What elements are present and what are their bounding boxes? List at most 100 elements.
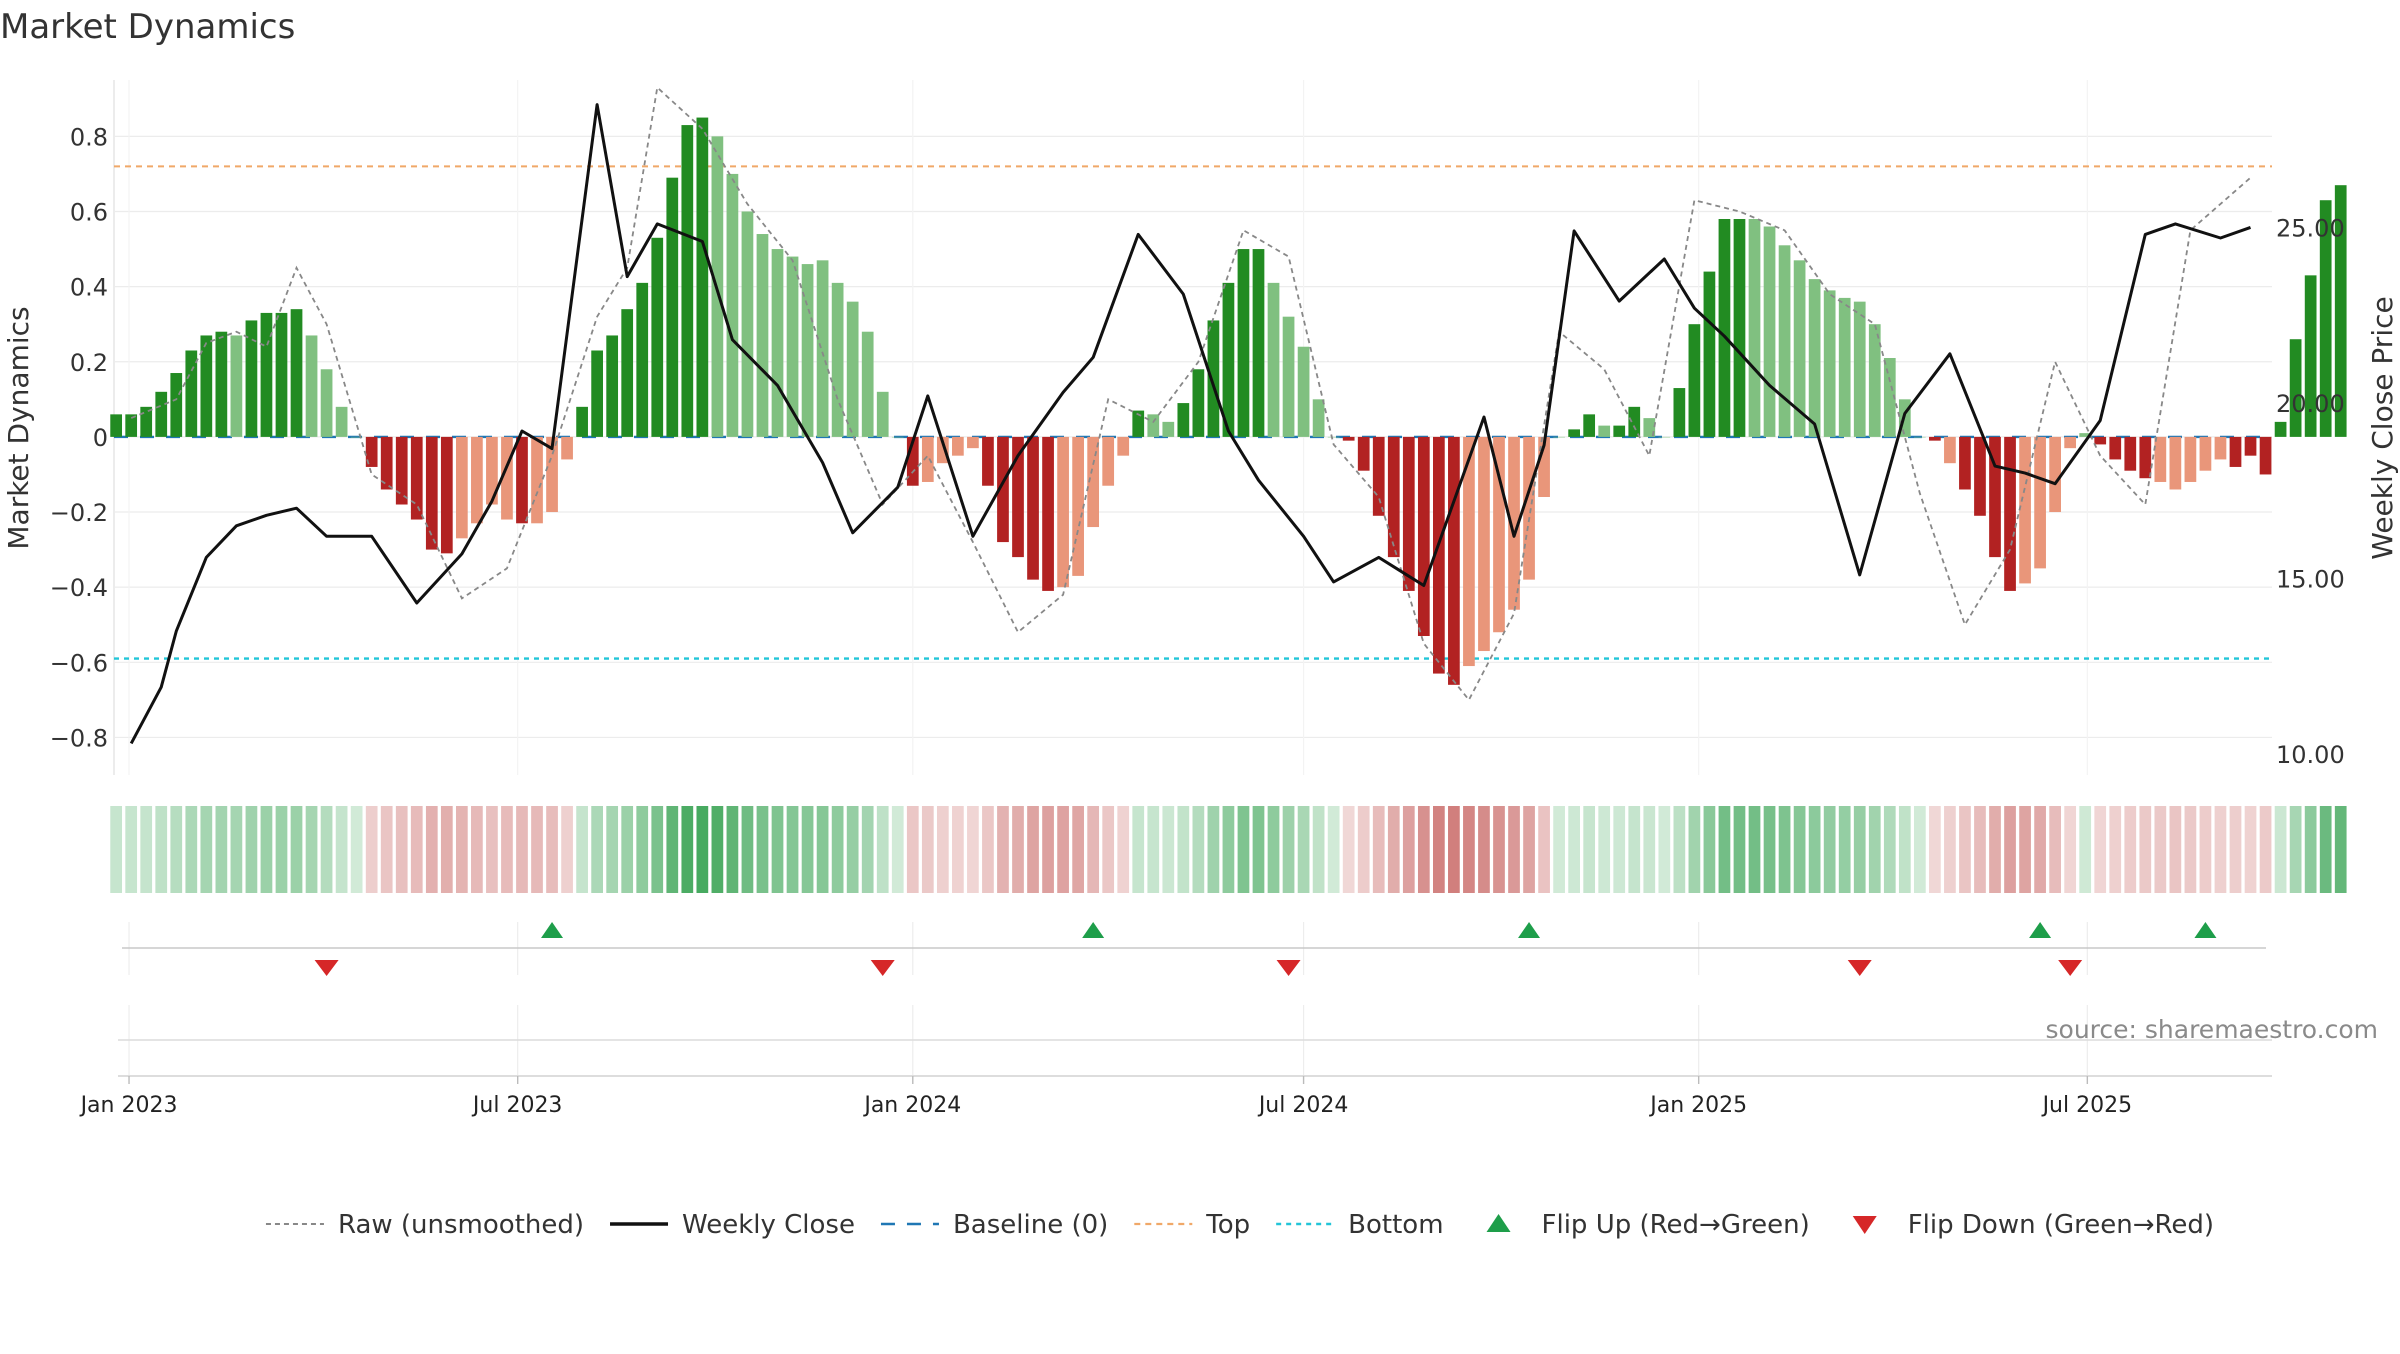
- regime-cell: [290, 806, 303, 893]
- bar: [155, 391, 168, 437]
- raw-line: [130, 85, 2252, 702]
- bar: [756, 234, 769, 437]
- bar: [1417, 436, 1430, 636]
- bar: [1929, 436, 1941, 441]
- bar: [1658, 436, 1671, 438]
- regime-cell: [786, 806, 799, 893]
- regime-cell: [921, 806, 934, 893]
- regime-cell: [1237, 806, 1250, 893]
- bar: [365, 436, 378, 467]
- reference-lines: [114, 165, 2272, 660]
- empty-panel: [118, 1005, 2272, 1077]
- bar: [1763, 226, 1776, 437]
- bar: [952, 436, 964, 456]
- bar: [1072, 436, 1084, 576]
- regime-cell: [2289, 806, 2302, 893]
- bar: [110, 414, 123, 437]
- regime-cell: [335, 806, 348, 893]
- bar: [1883, 358, 1896, 437]
- regime-cell: [1177, 806, 1190, 893]
- y2-tick-label: 15.00: [2276, 565, 2345, 593]
- regime-cell: [982, 806, 994, 893]
- regime-cell: [1222, 806, 1235, 893]
- regime-cell: [365, 806, 378, 893]
- bar: [1613, 425, 1626, 437]
- regime-cell: [2064, 806, 2077, 893]
- bar: [1387, 436, 1400, 558]
- legend-label: Baseline (0): [953, 1210, 1108, 1240]
- regime-cell: [380, 806, 393, 893]
- regime-cell: [1523, 806, 1535, 893]
- regime-cell: [1733, 806, 1746, 893]
- regime-cell: [1478, 806, 1490, 893]
- bar: [861, 331, 874, 437]
- regime-cell: [1357, 806, 1370, 893]
- bar: [967, 436, 979, 449]
- bar: [440, 436, 453, 554]
- regime-cell: [1402, 806, 1415, 893]
- bar: [2124, 436, 2137, 471]
- y2-ticks: 10.00 15.00 20.00 25.00: [2276, 214, 2345, 769]
- close-line: [129, 103, 2251, 745]
- bar: [230, 335, 243, 437]
- regime-cell: [275, 806, 288, 893]
- bar: [771, 249, 784, 437]
- regime-cell: [1147, 806, 1160, 893]
- bar: [1553, 436, 1565, 438]
- bar: [170, 373, 183, 437]
- regime-cell: [546, 806, 558, 893]
- regime-cell: [1417, 806, 1430, 893]
- flip-down-marker: [870, 960, 895, 976]
- bars: [110, 117, 2347, 685]
- regime-cell: [1944, 806, 1956, 893]
- bar: [1478, 436, 1490, 652]
- bar: [1237, 249, 1250, 437]
- bar: [1147, 414, 1160, 437]
- x-tick-label: Jan 2023: [79, 1093, 178, 1118]
- bar: [636, 282, 649, 437]
- bar: [1538, 436, 1550, 497]
- bar: [1342, 436, 1355, 441]
- regime-cell: [320, 806, 333, 893]
- bar: [906, 436, 919, 486]
- bar: [1568, 429, 1581, 437]
- bar: [486, 436, 498, 505]
- regime-cell: [1568, 806, 1581, 893]
- regime-cell: [245, 806, 258, 893]
- regime-cell: [2214, 806, 2227, 893]
- regime-cell: [2319, 806, 2332, 893]
- bar: [1688, 324, 1701, 437]
- bar: [997, 436, 1009, 543]
- bar: [1628, 406, 1641, 437]
- regime-cell: [1613, 806, 1626, 893]
- regime-cell: [1929, 806, 1941, 893]
- bar: [1463, 436, 1475, 667]
- regime-cell: [1628, 806, 1641, 893]
- regime-cell: [1027, 806, 1039, 893]
- regime-cell: [1192, 806, 1205, 893]
- bar: [2004, 436, 2016, 591]
- bar: [1448, 436, 1460, 685]
- x-tick-label: Jul 2025: [2041, 1093, 2133, 1118]
- bar: [1853, 301, 1866, 437]
- legend-label: Bottom: [1348, 1210, 1443, 1240]
- regime-cell: [215, 806, 228, 893]
- bar: [1027, 436, 1039, 580]
- regime-cell: [1913, 806, 1926, 893]
- regime-cell: [936, 806, 949, 893]
- regime-cell: [771, 806, 784, 893]
- bar: [831, 282, 844, 437]
- legend-label: Flip Up (Red→Green): [1542, 1210, 1810, 1240]
- legend-swatch-flip-up: [1486, 1214, 1511, 1232]
- regime-cell: [1658, 806, 1671, 893]
- regime-cell: [440, 806, 453, 893]
- regime-cell: [395, 806, 408, 893]
- bar: [501, 436, 513, 520]
- regime-cell: [1117, 806, 1130, 893]
- bar: [140, 406, 153, 437]
- bar: [681, 125, 694, 437]
- bar: [1402, 436, 1415, 591]
- regime-cell: [410, 806, 423, 893]
- bar: [410, 436, 423, 520]
